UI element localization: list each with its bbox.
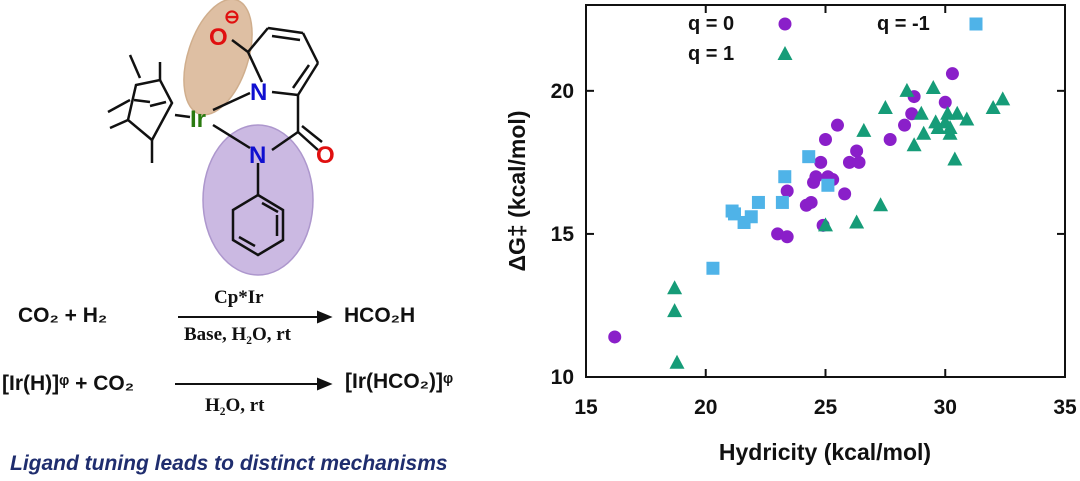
pyridine-n-label: N (250, 79, 267, 106)
x-tick-label: 15 (574, 396, 598, 419)
reaction-arrows (175, 310, 333, 391)
data-point-circle (852, 155, 866, 169)
data-point-triangle (995, 91, 1011, 106)
data-point-square (821, 178, 835, 192)
x-axis-label: Hydricity (kcal/mol) (719, 439, 931, 465)
data-point-circle (830, 118, 844, 132)
data-point-triangle (906, 137, 922, 152)
data-point-triangle (856, 122, 872, 137)
y-tick-label: 10 (551, 366, 574, 389)
figure-caption: Ligand tuning leads to distinct mechanis… (10, 452, 448, 475)
data-point-triangle (849, 214, 865, 229)
data-point-circle (905, 107, 919, 121)
y-tick-label: 15 (551, 223, 575, 246)
pyridonate-highlight (183, 0, 253, 116)
carbonyl-o-label: O (316, 142, 335, 169)
data-point-triangle (667, 303, 683, 318)
data-point-circle (938, 95, 952, 109)
data-point-triangle (818, 217, 833, 232)
reaction-scheme-panel: O ⊖ N Ir N O CO₂ + H₂ Cp*Ir Base, H₂O, r… (2, 0, 454, 416)
legend-label: q = -1 (877, 13, 930, 35)
legend-label: q = 0 (688, 13, 734, 35)
legend-label: q = 1 (688, 43, 734, 65)
data-point-triangle (959, 111, 975, 126)
phenyl-highlight (202, 124, 314, 276)
data-point-triangle (925, 79, 941, 94)
data-point-triangle (667, 280, 683, 295)
data-point-square (706, 261, 720, 275)
negative-charge-symbol: ⊖ (224, 7, 240, 28)
y-tick-label: 20 (551, 80, 574, 103)
data-point-circle (898, 118, 912, 132)
rxn2-product: [Ir(HCO₂)]ᵠ (345, 370, 454, 393)
rxn1-product: HCO₂H (344, 304, 416, 327)
rxn2-reactants: [Ir(H)]ᵠ + CO₂ (2, 372, 135, 395)
iridium-label: Ir (190, 106, 206, 133)
data-point-square (778, 170, 792, 184)
data-point-circle (850, 144, 864, 158)
data-point-circle (809, 170, 823, 184)
data-point-triangle (899, 82, 915, 97)
data-point-circle (608, 330, 622, 344)
data-point-square (751, 195, 765, 209)
legend-marker-square (969, 17, 983, 31)
data-point-triangle (873, 197, 889, 212)
x-tick-label: 35 (1053, 396, 1077, 419)
y-axis-label: ΔG‡ (kcal/mol) (504, 111, 530, 272)
data-point-circle (842, 155, 856, 169)
data-point-triangle (877, 100, 893, 115)
legend-marker-triangle (777, 46, 793, 60)
data-point-square (775, 195, 789, 209)
data-point-square (744, 210, 758, 224)
data-point-triangle (916, 125, 932, 140)
data-point-triangle (913, 105, 929, 120)
legend-marker-circle (778, 17, 792, 31)
data-point-triangle (985, 100, 1001, 115)
data-point-circle (780, 230, 794, 244)
x-tick-label: 30 (934, 396, 957, 419)
data-point-triangle (949, 105, 965, 120)
ir-complex-structure: O ⊖ N Ir N O (107, 0, 335, 391)
data-point-circle (883, 132, 897, 146)
data-point-circle (804, 195, 818, 209)
o-minus-label: O (209, 24, 228, 51)
cp-star-ligand (107, 54, 174, 163)
x-tick-label: 25 (814, 396, 838, 419)
rxn1-conditions: Base, H₂O, rt (184, 324, 292, 345)
amide-n-label: N (249, 142, 266, 169)
data-point-triangle (669, 354, 685, 369)
data-point-triangle (947, 151, 963, 166)
data-point-circle (814, 155, 828, 169)
data-point-circle (780, 184, 794, 198)
rxn2-conditions: H₂O, rt (205, 395, 265, 416)
rxn1-catalyst: Cp*Ir (214, 287, 264, 308)
data-point-square (802, 150, 816, 164)
data-point-circle (838, 187, 852, 201)
data-point-circle (819, 132, 832, 146)
data-point-triangle (930, 120, 946, 135)
rxn1-reactants: CO₂ + H₂ (18, 304, 108, 327)
data-point-triangle (942, 125, 958, 140)
data-point-circle (945, 67, 959, 81)
data-point-triangle (940, 105, 956, 120)
x-tick-label: 20 (694, 396, 717, 419)
